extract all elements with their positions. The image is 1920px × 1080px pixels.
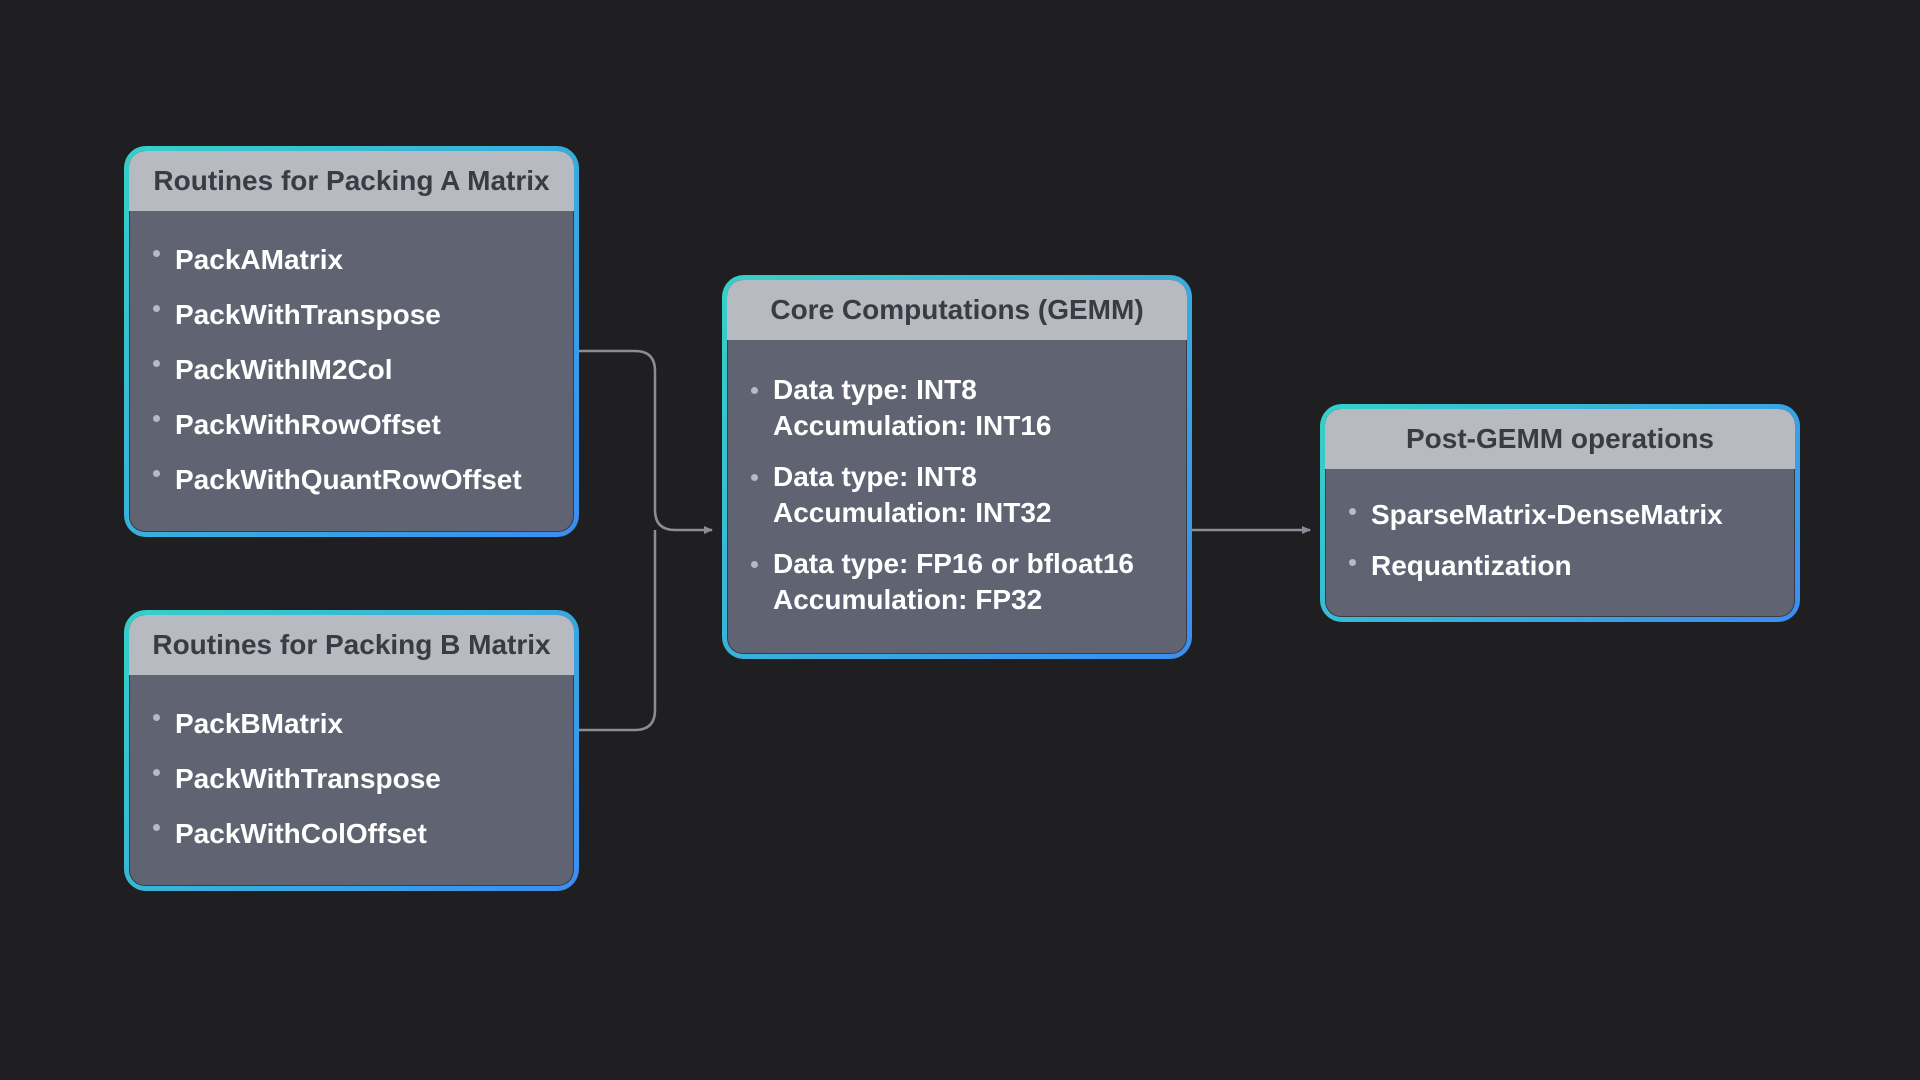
node-pack-b-title: Routines for Packing B Matrix [129,615,574,675]
edge-packA-core [579,351,712,530]
bullet-icon [153,769,160,776]
list-item: SparseMatrix-DenseMatrix [1343,493,1777,538]
list-item: Data type: INT8 Accumulation: INT32 [745,459,1169,532]
bullet-icon [751,474,758,481]
bullet-icon [153,824,160,831]
list-item: PackWithIM2Col [147,345,556,394]
node-core-title: Core Computations (GEMM) [727,280,1187,340]
bullet-icon [153,305,160,312]
list-item: PackWithQuantRowOffset [147,455,556,504]
node-pack-b: Routines for Packing B Matrix PackBMatri… [124,610,579,891]
bullet-icon [153,360,160,367]
list-item: PackBMatrix [147,699,556,748]
list-item: Data type: FP16 or bfloat16 Accumulation… [745,546,1169,619]
list-item: PackWithTranspose [147,290,556,339]
bullet-icon [1349,508,1356,515]
node-pack-a: Routines for Packing A Matrix PackAMatri… [124,146,579,537]
list-item: PackAMatrix [147,235,556,284]
bullet-icon [1349,559,1356,566]
node-core-computations: Core Computations (GEMM) Data type: INT8… [722,275,1192,659]
bullet-icon [153,250,160,257]
edge-packB-core [579,530,655,730]
bullet-icon [153,714,160,721]
bullet-icon [153,470,160,477]
node-post-gemm: Post-GEMM operations SparseMatrix-DenseM… [1320,404,1800,622]
list-item: PackWithColOffset [147,809,556,858]
bullet-icon [751,561,758,568]
node-post-title: Post-GEMM operations [1325,409,1795,469]
list-item: PackWithRowOffset [147,400,556,449]
node-pack-a-title: Routines for Packing A Matrix [129,151,574,211]
diagram-stage: Routines for Packing A Matrix PackAMatri… [0,0,1920,1080]
list-item: PackWithTranspose [147,754,556,803]
bullet-icon [153,415,160,422]
bullet-icon [751,387,758,394]
list-item: Requantization [1343,544,1777,589]
list-item: Data type: INT8 Accumulation: INT16 [745,372,1169,445]
